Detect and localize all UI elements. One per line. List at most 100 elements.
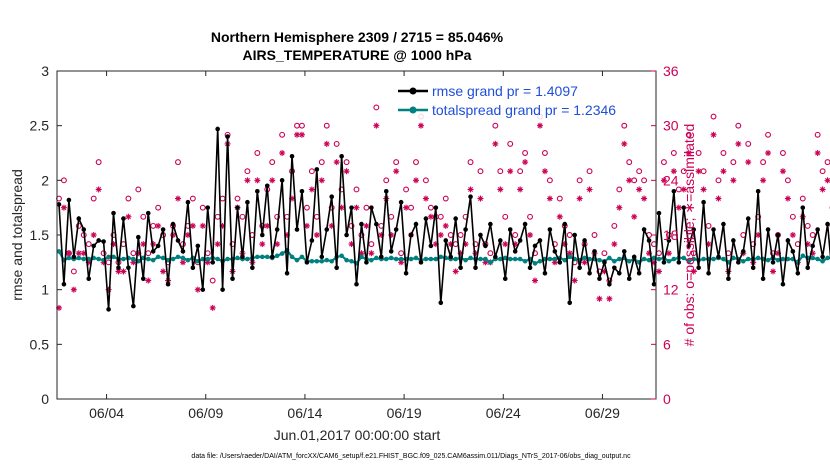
totalspread-point	[820, 258, 825, 264]
obs-assimilated-point	[189, 222, 196, 229]
rmse-point	[111, 210, 116, 216]
rmse-point	[537, 238, 543, 243]
rmse-point	[329, 194, 335, 200]
obs-possible-point	[90, 195, 97, 202]
obs-possible-point	[779, 150, 786, 156]
rmse-point	[711, 227, 716, 232]
totalspread-point	[170, 256, 176, 262]
rmse-point	[66, 197, 72, 203]
obs-possible-point	[318, 159, 325, 166]
totalspread-point	[755, 255, 761, 261]
obs-assimilated-point	[700, 186, 707, 193]
obs-assimilated-point	[665, 250, 672, 257]
obs-assimilated-point	[621, 140, 628, 147]
rmse-point	[468, 194, 473, 200]
obs-possible-point	[95, 159, 102, 166]
rmse-point	[696, 265, 701, 271]
rmse-point	[497, 238, 503, 243]
rmse-point	[532, 243, 538, 249]
obs-possible-point	[507, 140, 514, 147]
totalspread-point	[309, 258, 315, 264]
rmse-point	[86, 276, 92, 282]
totalspread-point	[463, 257, 468, 263]
totalspread-point	[111, 254, 116, 260]
totalspread-point	[324, 257, 330, 263]
rmse-point	[369, 205, 374, 210]
obs-possible-point	[814, 131, 821, 138]
obs-assimilated-point	[745, 159, 752, 166]
legend-rmse-label: rmse grand pr = 1.4097	[432, 83, 578, 99]
obs-assimilated-point	[571, 277, 578, 284]
rmse-point	[180, 249, 186, 254]
obs-possible-point	[705, 222, 712, 229]
obs-possible-point	[437, 213, 444, 220]
y-tick-label-right: 30	[663, 118, 679, 134]
totalspread-point	[562, 257, 568, 263]
rmse-point	[815, 227, 820, 232]
obs-possible-point	[656, 250, 662, 257]
totalspread-point	[160, 255, 166, 261]
obs-possible-point	[601, 250, 608, 257]
totalspread-point	[359, 254, 364, 260]
rmse-point	[418, 260, 424, 265]
rmse-point	[185, 199, 191, 205]
obs-assimilated-point	[765, 150, 772, 156]
obs-possible-point	[799, 195, 806, 202]
obs-assimilated-point	[363, 222, 370, 229]
totalspread-point	[274, 253, 280, 259]
x-tick-label: 06/29	[585, 405, 620, 421]
obs-assimilated-point	[636, 186, 643, 193]
rmse-point	[339, 153, 344, 159]
obs-possible-point	[333, 140, 340, 147]
rmse-point	[453, 216, 458, 221]
totalspread-point	[686, 258, 692, 264]
rmse-point	[552, 249, 558, 254]
obs-possible-point	[353, 186, 360, 193]
obs-possible-point	[626, 159, 633, 166]
obs-assimilated-point	[244, 177, 251, 184]
rmse-point	[150, 249, 156, 254]
obs-possible-point	[809, 232, 816, 238]
rmse-point	[617, 270, 622, 276]
obs-assimilated-point	[174, 195, 181, 202]
obs-possible-point	[730, 159, 737, 166]
rmse-point	[314, 167, 320, 172]
obs-assimilated-point	[586, 186, 593, 193]
x-tick-label: 06/09	[188, 405, 223, 421]
totalspread-point	[607, 255, 612, 261]
rmse-point	[790, 249, 796, 254]
obs-assimilated-point	[536, 122, 543, 129]
totalspread-point	[175, 254, 181, 260]
obs-assimilated-point	[333, 159, 340, 166]
rmse-point	[220, 287, 225, 292]
obs-possible-point	[586, 168, 593, 175]
obs-assimilated-point	[715, 195, 722, 202]
rmse-point	[309, 238, 315, 243]
obs-assimilated-point	[452, 268, 459, 275]
rmse-point	[126, 265, 131, 271]
totalspread-point	[433, 256, 439, 262]
rmse-point	[106, 307, 111, 312]
totalspread-point	[81, 256, 87, 262]
totalspread-point	[532, 261, 538, 266]
totalspread-point	[552, 256, 558, 262]
totalspread-point	[150, 257, 156, 263]
totalspread-point	[393, 256, 399, 262]
obs-assimilated-point	[789, 232, 796, 238]
obs-assimilated-point	[155, 222, 162, 229]
totalspread-point	[582, 255, 587, 261]
totalspread-point	[255, 254, 260, 260]
y-tick-label-right: 6	[663, 336, 671, 352]
obs-assimilated-point	[735, 140, 742, 147]
obs-assimilated-point	[274, 241, 281, 248]
obs-assimilated-point	[95, 186, 102, 193]
legend-spread-marker	[409, 106, 417, 114]
totalspread-point	[537, 258, 543, 264]
rmse-point	[488, 221, 493, 227]
obs-possible-point	[85, 241, 92, 248]
obs-possible-point	[343, 159, 350, 166]
totalspread-point	[666, 258, 672, 264]
totalspread-point	[497, 256, 503, 262]
y-tick-label-left: 2.5	[30, 118, 50, 134]
obs-possible-point	[348, 222, 355, 229]
